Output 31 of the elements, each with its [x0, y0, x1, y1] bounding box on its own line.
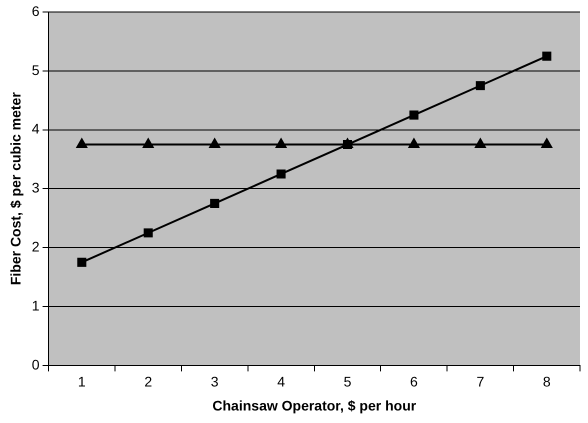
point — [409, 110, 418, 120]
point — [76, 138, 88, 148]
point — [276, 169, 286, 179]
x-tick-label: 4 — [277, 374, 286, 390]
point — [142, 138, 154, 148]
y-axis-title: Fiber Cost, $ per cubic meter — [7, 92, 24, 286]
point — [210, 198, 220, 208]
y-tick-label: 4 — [32, 120, 40, 137]
x-tick-label: 2 — [144, 374, 152, 390]
point — [408, 138, 420, 148]
y-tick-label: 0 — [32, 356, 40, 372]
point — [542, 52, 552, 61]
point — [475, 138, 486, 148]
x-tick-label: 3 — [210, 374, 219, 390]
point — [476, 81, 485, 90]
x-tick-label: 7 — [476, 374, 484, 390]
x-tick-label: 1 — [78, 374, 86, 390]
point — [276, 138, 286, 148]
x-axis-title: Chainsaw Operator, $ per hour — [212, 397, 417, 414]
y-tick-label: 1 — [32, 297, 40, 314]
point — [541, 138, 552, 148]
y-tick-label: 2 — [32, 238, 40, 254]
x-tick-label: 5 — [344, 374, 352, 390]
point — [77, 258, 86, 267]
y-tick-label: 6 — [32, 2, 40, 19]
x-tick-label: 8 — [542, 374, 551, 390]
y-tick-label: 5 — [32, 62, 40, 78]
point — [209, 138, 220, 148]
x-tick-label: 6 — [410, 374, 418, 390]
y-tick-label: 3 — [32, 180, 40, 196]
point — [144, 228, 153, 238]
